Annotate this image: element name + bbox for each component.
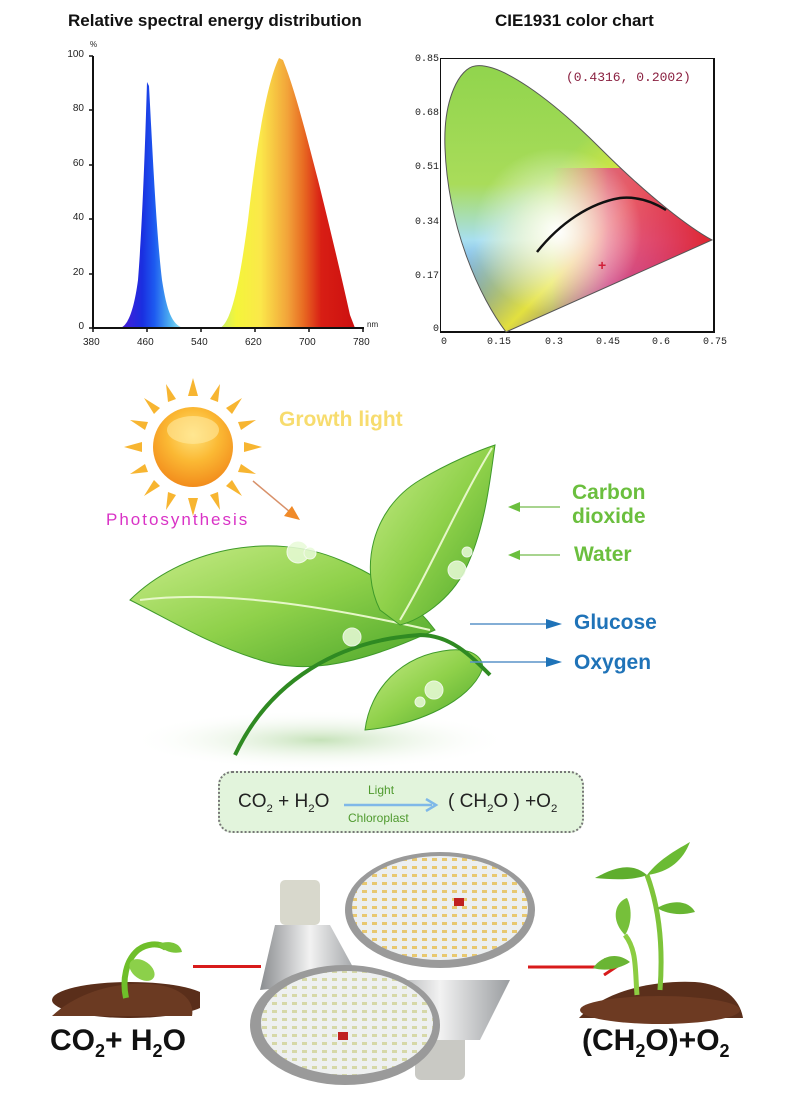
y-tick: 100 bbox=[67, 49, 84, 60]
eq-part: + H bbox=[272, 791, 309, 812]
formula-products: (CH2O)+O2 bbox=[582, 1024, 730, 1062]
x-tick: 0.6 bbox=[652, 337, 671, 348]
y-tick: 0.34 bbox=[414, 217, 439, 228]
equation-arrow-bottom-label: Chloroplast bbox=[348, 811, 409, 825]
input-arrow-icon bbox=[508, 500, 563, 514]
x-tick: 0 bbox=[441, 337, 448, 348]
photosynthesis-label: Photosynthesis bbox=[106, 510, 250, 529]
formula-part: O)+O bbox=[645, 1024, 720, 1057]
x-unit-label: nm bbox=[367, 320, 379, 329]
x-tick: 700 bbox=[299, 337, 316, 348]
y-tick: 0 bbox=[432, 324, 439, 335]
cie-point-marker: + bbox=[598, 257, 606, 273]
formula-sub: 2 bbox=[635, 1041, 646, 1061]
output-label-oxygen: Oxygen bbox=[574, 651, 652, 674]
sun-icon bbox=[118, 372, 268, 522]
seedling-illustration bbox=[40, 920, 208, 1020]
y-tick: 0 bbox=[78, 321, 84, 332]
x-tick: 620 bbox=[245, 337, 262, 348]
spectral-chart bbox=[0, 30, 400, 360]
formula-part: CO bbox=[50, 1024, 95, 1057]
y-tick: 0.68 bbox=[414, 108, 439, 119]
y-tick: 60 bbox=[72, 158, 84, 169]
formula-part: + H bbox=[105, 1024, 153, 1057]
grown-plant-illustration bbox=[575, 840, 745, 1025]
input-arrow-icon bbox=[508, 548, 563, 562]
formula-part: O bbox=[162, 1024, 186, 1057]
y-tick: 80 bbox=[72, 103, 84, 114]
growth-light-label: Growth light bbox=[279, 408, 403, 431]
eq-sub: 2 bbox=[487, 802, 494, 815]
x-tick: 0.3 bbox=[545, 337, 564, 348]
eq-sub: 2 bbox=[550, 802, 558, 815]
input-label-carbon-dioxide: Carbon dioxide bbox=[572, 481, 646, 529]
equation-products: ( CH2O ) +O2 bbox=[448, 791, 557, 815]
red-connector-line bbox=[193, 965, 261, 968]
y-unit-label: % bbox=[90, 40, 98, 49]
output-arrow-icon bbox=[470, 655, 562, 669]
eq-part: O bbox=[314, 791, 330, 812]
formula-part: (CH bbox=[582, 1024, 636, 1057]
input-label-water: Water bbox=[574, 543, 632, 566]
equation-reactants: CO2 + H2O bbox=[238, 791, 329, 815]
output-label-glucose: Glucose bbox=[574, 611, 657, 634]
input-label-line: dioxide bbox=[572, 505, 646, 528]
x-tick: 460 bbox=[137, 337, 154, 348]
input-label-line: Carbon bbox=[572, 481, 646, 504]
y-tick: 0.17 bbox=[414, 271, 439, 282]
led-grow-lamps bbox=[250, 840, 550, 1100]
cie-plot: + bbox=[439, 57, 715, 333]
x-tick: 540 bbox=[191, 337, 208, 348]
x-tick: 780 bbox=[353, 337, 370, 348]
output-arrow-icon bbox=[470, 617, 562, 631]
formula-sub: 2 bbox=[719, 1041, 730, 1061]
x-tick: 0.45 bbox=[596, 337, 621, 348]
equation-box: CO2 + H2O Light Chloroplast ( CH2O ) +O2 bbox=[218, 771, 584, 833]
cie-coordinate-label: (0.4316, 0.2002) bbox=[566, 70, 691, 85]
cie-chart-title: CIE1931 color chart bbox=[495, 11, 654, 30]
sun-arrow-icon bbox=[250, 478, 310, 528]
eq-part: ( CH bbox=[448, 791, 488, 812]
y-tick: 40 bbox=[72, 212, 84, 223]
equation-arrow-top-label: Light bbox=[368, 783, 395, 797]
cie-chart: + bbox=[439, 57, 720, 333]
y-tick: 20 bbox=[72, 267, 84, 278]
formula-sub: 2 bbox=[152, 1041, 163, 1061]
formula-reactants: CO2+ H2O bbox=[50, 1024, 186, 1062]
eq-sub: 2 bbox=[266, 802, 273, 815]
x-tick: 380 bbox=[83, 337, 100, 348]
x-tick: 0.75 bbox=[703, 337, 728, 348]
equation-arrow-icon bbox=[344, 797, 440, 813]
eq-sub: 2 bbox=[308, 802, 315, 815]
spectral-plot bbox=[89, 55, 364, 332]
y-tick: 0.51 bbox=[414, 162, 439, 173]
spectral-chart-title: Relative spectral energy distribution bbox=[68, 11, 362, 30]
y-tick: 0.85 bbox=[414, 54, 439, 65]
formula-sub: 2 bbox=[95, 1041, 106, 1061]
x-tick: 0.15 bbox=[487, 337, 512, 348]
eq-part: CO bbox=[238, 791, 267, 812]
leaves-illustration bbox=[120, 440, 510, 770]
eq-part: O ) +O bbox=[493, 791, 551, 812]
